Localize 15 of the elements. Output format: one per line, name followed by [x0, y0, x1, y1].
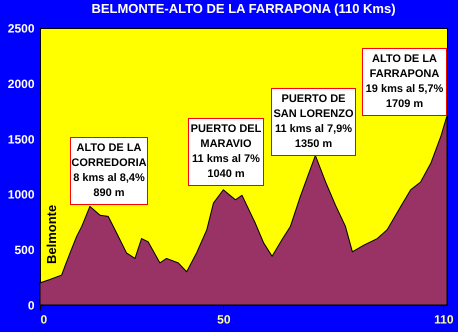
y-tick-label: 1000 — [8, 188, 35, 202]
annotation: ALTO DE LA CORREDORIA 8 kms al 8,4% 890 m — [70, 137, 148, 205]
annotation: Belmonte — [44, 204, 59, 264]
annotation: PUERTO DE SAN LORENZO 11 kms al 7,9% 1350 m — [271, 88, 356, 156]
y-tick-label: 1500 — [8, 132, 35, 146]
x-tick-label: 0 — [40, 312, 48, 326]
y-tick-label: 2000 — [8, 76, 35, 91]
annotation: PUERTO DEL MARAVIO 11 kms al 7% 1040 m — [188, 118, 264, 186]
y-tick-label: 0 — [28, 298, 35, 312]
y-tick-label: 500 — [14, 243, 35, 258]
x-tick-label: 110 — [434, 312, 454, 326]
y-tick-label: 2500 — [8, 22, 35, 36]
x-tick-label: 50 — [217, 312, 231, 326]
annotation: ALTO DE LA FARRAPONA 19 kms al 5,7% 1709 m — [362, 48, 447, 116]
chart-title: BELMONTE-ALTO DE LA FARRAPONA (110 Kms) — [91, 1, 396, 16]
